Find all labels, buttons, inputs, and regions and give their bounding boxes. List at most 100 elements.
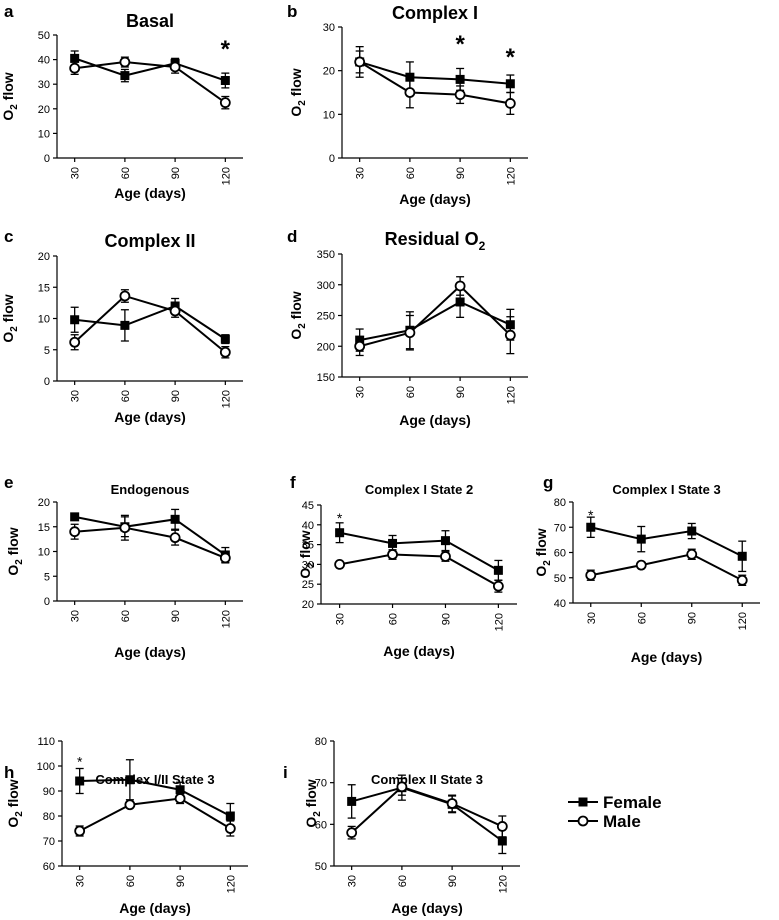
data-point-female	[455, 297, 465, 307]
x-tick-label: 60	[636, 612, 648, 624]
y-axis-label: O2 flow	[297, 530, 317, 578]
x-tick-label: 120	[220, 167, 232, 185]
y-axis-label: O2 flow	[0, 72, 20, 120]
x-tick-label: 60	[120, 167, 132, 179]
y-tick-label: 45	[302, 500, 314, 512]
data-point-male	[124, 799, 136, 811]
y-axis-label: O2 flow	[5, 779, 25, 827]
significance-asterisk: *	[455, 31, 465, 58]
x-tick-label: 90	[170, 390, 182, 402]
chart-panel-i: i Complex II State 3 50 60 70 80 30 60 90 120 Age …	[283, 736, 520, 916]
data-point-male	[387, 549, 398, 560]
chart-title-text: Complex I/II State 3	[95, 772, 214, 787]
chart-title: Complex I/II State 3	[95, 772, 214, 787]
legend: Female Male	[568, 793, 662, 831]
y-tick-label: 20	[38, 251, 50, 263]
data-point-male	[504, 329, 516, 341]
data-point-female	[335, 528, 345, 538]
series-line-male	[79, 797, 231, 832]
data-point-male	[69, 62, 81, 74]
y-tick-label: 0	[44, 376, 50, 388]
data-point-male	[496, 821, 508, 832]
y-axis-label-text: O	[297, 568, 313, 579]
data-point-male	[585, 569, 597, 581]
y-tick-label: 350	[317, 249, 335, 261]
data-point-male	[219, 552, 231, 564]
data-point-male	[169, 61, 181, 73]
x-tick-label: 120	[220, 610, 232, 628]
y-axis-label: O2 flow	[303, 779, 323, 827]
x-tick-label: 30	[347, 875, 359, 887]
data-point-male	[346, 827, 358, 839]
y-axis-label-text: O	[5, 817, 21, 828]
x-tick-label: 60	[405, 167, 417, 179]
series-line-male	[74, 526, 226, 559]
data-point-male	[446, 798, 458, 809]
y-tick-label: 5	[44, 345, 50, 357]
y-tick-label: 5	[44, 571, 50, 583]
y-axis-label-text: flow	[5, 527, 21, 559]
chart-title-text: Endogenous	[111, 482, 190, 497]
y-tick-label: 70	[43, 836, 55, 848]
x-tick-label: 60	[125, 875, 137, 887]
y-tick-label: 10	[323, 109, 335, 121]
y-axis-label-text: O	[288, 329, 304, 340]
data-point-female	[70, 53, 80, 63]
y-tick-label: 30	[38, 79, 50, 91]
series-line-male	[74, 61, 226, 104]
y-axis-label-text: flow	[533, 528, 549, 560]
series-line-male	[359, 61, 511, 105]
x-tick-label: 60	[120, 390, 132, 402]
y-tick-label: 15	[38, 282, 50, 294]
data-point-female	[440, 536, 450, 546]
panel-label: e	[4, 473, 13, 492]
x-tick-label: 30	[355, 386, 367, 398]
data-point-female	[75, 776, 85, 786]
data-point-female	[120, 320, 130, 330]
data-point-female	[505, 79, 515, 89]
y-tick-label: 0	[329, 153, 335, 165]
y-tick-label: 30	[302, 559, 314, 571]
data-point-female	[125, 775, 135, 785]
significance-asterisk: *	[506, 44, 516, 71]
series-line-female	[79, 778, 231, 817]
panel-label: a	[4, 2, 14, 21]
x-axis-label: Age (days)	[114, 644, 186, 660]
panel-label: b	[287, 2, 297, 21]
chart-panel-h: h Complex I/II State 3 60 70 80 90 100 110 30 60 9…	[4, 736, 248, 916]
data-point-male	[404, 327, 416, 339]
y-axis-label-subscript: 2	[542, 560, 553, 566]
panel-label: i	[283, 763, 288, 782]
y-axis-label: O2 flow	[0, 294, 20, 342]
chart-panel-e: e Endogenous 0 5 10 15 20 30 60 90 120 Age (days) O2…	[4, 473, 243, 660]
x-tick-label: 120	[493, 613, 505, 631]
y-tick-label: 35	[302, 540, 314, 552]
y-axis-label-text: flow	[0, 72, 16, 104]
x-tick-label: 90	[687, 612, 699, 624]
y-tick-label: 40	[554, 598, 566, 610]
y-tick-label: 200	[317, 341, 335, 353]
x-tick-label: 120	[505, 386, 517, 404]
panel-label: h	[4, 763, 14, 782]
data-point-male	[224, 823, 236, 834]
panel-label: f	[290, 473, 296, 492]
data-point-male	[454, 89, 466, 101]
y-tick-label: 80	[554, 497, 566, 509]
y-tick-label: 100	[37, 761, 55, 773]
x-axis-label: Age (days)	[119, 900, 191, 916]
y-axis-label-text: O	[0, 110, 16, 121]
y-axis-label-text: flow	[288, 68, 304, 100]
data-point-male	[69, 336, 81, 348]
x-tick-label: 60	[388, 613, 400, 625]
y-axis-label-text: flow	[5, 779, 21, 811]
y-tick-label: 70	[315, 778, 327, 790]
x-tick-label: 120	[497, 875, 509, 893]
data-point-female	[687, 526, 697, 536]
x-tick-label: 90	[455, 167, 467, 179]
data-point-male	[219, 97, 231, 109]
data-point-male	[74, 825, 86, 837]
data-point-male	[404, 87, 416, 98]
x-tick-label: 30	[70, 390, 82, 402]
y-axis-label-subscript: 2	[14, 811, 25, 817]
